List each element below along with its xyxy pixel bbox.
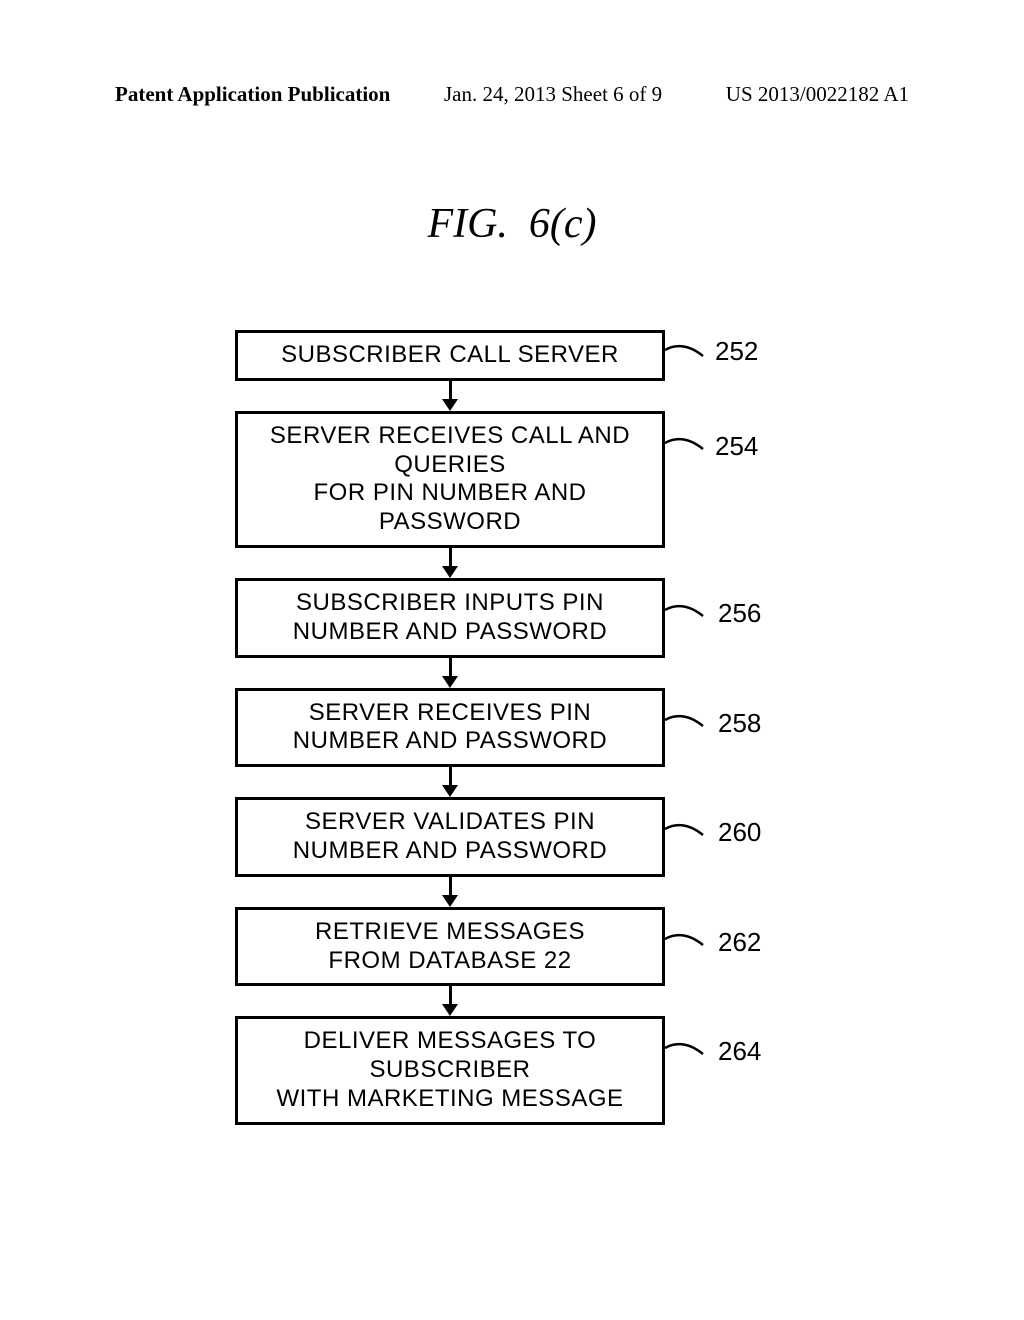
step-text-line2: WITH MARKETING MESSAGE [276,1085,623,1114]
step-text-line1: SUBSCRIBER INPUTS PIN [296,589,604,618]
header-left-text: Patent Application Publication [115,82,390,107]
flowchart-arrow [235,767,665,797]
flowchart-step: RETRIEVE MESSAGES FROM DATABASE 22 262 [235,907,795,987]
figure-title-number: 6(c) [529,201,597,247]
step-text-line1: SERVER RECEIVES CALL AND QUERIES [250,422,650,480]
ref-leader-line [665,817,710,847]
ref-leader-line [665,431,710,461]
step-text-line2: NUMBER AND PASSWORD [293,618,607,647]
step-text-line1: DELIVER MESSAGES TO SUBSCRIBER [250,1027,650,1085]
flowchart-arrow [235,381,665,411]
step-box-260: SERVER VALIDATES PIN NUMBER AND PASSWORD [235,797,665,877]
ref-number-256: 256 [718,598,761,629]
step-box-262: RETRIEVE MESSAGES FROM DATABASE 22 [235,907,665,987]
step-text-line2: FOR PIN NUMBER AND PASSWORD [250,479,650,537]
ref-leader-line [665,927,710,957]
header-right-text: US 2013/0022182 A1 [726,82,909,107]
page-header: Patent Application Publication Jan. 24, … [0,82,1024,107]
step-text-line2: NUMBER AND PASSWORD [293,727,607,756]
flowchart-arrow [235,548,665,578]
flowchart-step: SERVER VALIDATES PIN NUMBER AND PASSWORD… [235,797,795,877]
figure-title-prefix: FIG. [427,201,507,247]
step-text-line2: NUMBER AND PASSWORD [293,837,607,866]
flowchart-step: SERVER RECEIVES CALL AND QUERIES FOR PIN… [235,411,795,548]
ref-leader-line [665,1036,710,1066]
flowchart-step: SUBSCRIBER CALL SERVER 252 [235,330,795,381]
step-text: SUBSCRIBER CALL SERVER [281,341,619,370]
ref-number-262: 262 [718,927,761,958]
header-middle-text: Jan. 24, 2013 Sheet 6 of 9 [444,82,662,107]
step-text-line1: SERVER VALIDATES PIN [305,808,595,837]
flowchart-step: SUBSCRIBER INPUTS PIN NUMBER AND PASSWOR… [235,578,795,658]
flowchart-step: DELIVER MESSAGES TO SUBSCRIBER WITH MARK… [235,1016,795,1124]
ref-number-254: 254 [715,431,758,462]
step-box-254: SERVER RECEIVES CALL AND QUERIES FOR PIN… [235,411,665,548]
step-box-256: SUBSCRIBER INPUTS PIN NUMBER AND PASSWOR… [235,578,665,658]
flowchart-step: SERVER RECEIVES PIN NUMBER AND PASSWORD … [235,688,795,768]
flowchart-arrow [235,986,665,1016]
step-box-252: SUBSCRIBER CALL SERVER [235,330,665,381]
ref-leader-line [665,338,710,368]
flowchart-container: SUBSCRIBER CALL SERVER 252 SERVER RECEIV… [235,330,795,1125]
step-text-line1: RETRIEVE MESSAGES [315,918,585,947]
flowchart-arrow [235,877,665,907]
ref-number-264: 264 [718,1036,761,1067]
step-text-line2: FROM DATABASE 22 [328,947,571,976]
ref-leader-line [665,598,710,628]
ref-leader-line [665,708,710,738]
step-box-258: SERVER RECEIVES PIN NUMBER AND PASSWORD [235,688,665,768]
ref-number-252: 252 [715,336,758,367]
step-box-264: DELIVER MESSAGES TO SUBSCRIBER WITH MARK… [235,1016,665,1124]
step-text-line1: SERVER RECEIVES PIN [309,699,591,728]
flowchart-arrow [235,658,665,688]
ref-number-260: 260 [718,817,761,848]
figure-title: FIG. 6(c) [0,200,1024,248]
ref-number-258: 258 [718,708,761,739]
